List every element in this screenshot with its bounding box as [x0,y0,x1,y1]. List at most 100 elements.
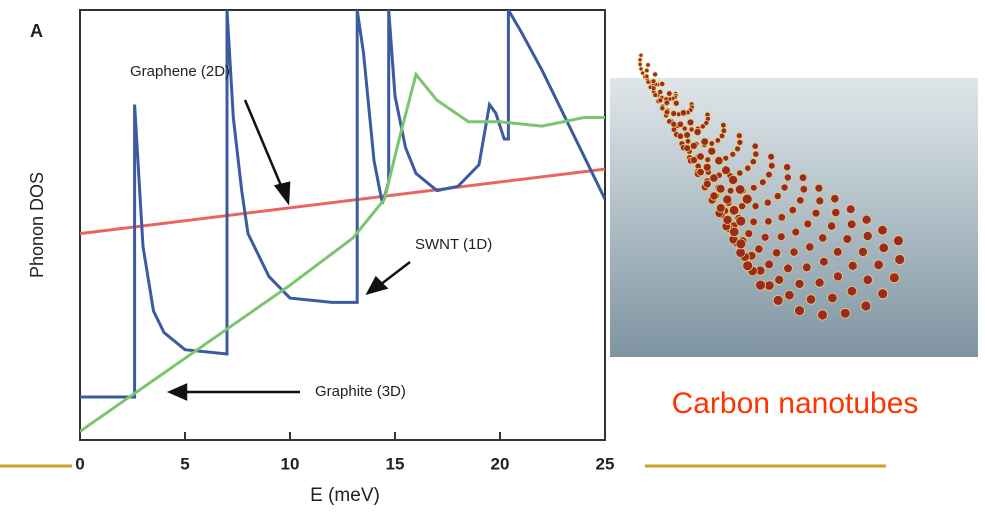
atom [714,156,724,166]
plot-frame [79,9,606,441]
atom [726,186,735,195]
atom [749,158,757,166]
atom [755,279,766,291]
y-axis-label: Phonon DOS [27,172,47,278]
atom [735,238,747,250]
atom [754,244,764,254]
atom [783,173,792,182]
x-tick-label: 5 [180,454,189,473]
atom [728,205,740,216]
series-line [80,71,605,433]
atom [718,132,726,140]
series-annotation: Graphite (3D) [315,383,406,400]
atom [847,260,858,271]
atom [752,150,760,158]
atom [650,85,657,92]
atom [765,170,773,179]
atom [796,196,805,205]
atom [789,247,799,257]
atom [720,127,728,134]
atom [709,173,719,183]
atom [650,78,657,85]
atom [728,174,739,185]
atom [672,99,680,107]
atom [877,224,888,236]
atom [689,156,698,165]
atom [777,213,786,222]
x-axis-label: E (meV) [310,485,380,506]
atom [722,214,733,225]
atom [704,156,712,164]
atom [764,259,774,270]
atom [738,202,747,211]
atom [749,217,758,226]
atom [709,191,719,201]
atom [681,125,688,132]
atom [729,226,740,238]
atom [893,235,904,247]
series-line [80,167,605,236]
atom [839,307,851,319]
atom [814,183,824,193]
atom [773,192,782,201]
atom [720,121,727,129]
atom [657,89,664,96]
atom [637,57,643,63]
atom [707,146,717,156]
atom [722,194,733,205]
atom [799,184,808,194]
series-line [80,10,605,399]
atom [714,137,721,144]
atom [644,73,650,79]
atom [699,123,706,130]
atom [645,79,651,85]
atom [767,162,776,170]
atom [696,152,705,161]
atom [794,305,805,317]
atom [751,142,759,150]
atom [803,219,813,229]
atom [764,217,773,226]
atom [763,198,772,207]
atom [788,205,797,215]
atom [676,132,685,140]
atom [741,193,753,205]
atom [708,140,715,147]
atom [888,272,900,284]
atom [832,247,843,257]
caption: Carbon nanotubes [672,387,919,420]
atom [637,62,643,67]
atom [877,288,889,300]
atom [811,208,821,218]
atom [767,152,775,161]
atom [715,184,726,194]
atom [815,196,825,206]
atom [774,274,785,285]
atom [794,278,805,289]
atom [715,203,726,213]
atom [751,202,760,211]
atom [645,62,651,68]
atom [689,141,698,150]
atom [801,262,812,273]
atom [663,99,671,106]
atom [818,233,828,243]
atom [686,118,695,127]
atom [676,120,685,128]
atom [652,71,658,78]
atom [760,232,770,242]
atom [702,162,712,172]
atom [862,274,873,286]
atom [749,184,758,192]
atom [764,280,775,291]
atom [736,169,744,177]
atom [735,215,747,227]
x-tick-label: 10 [281,454,300,473]
atom [683,131,691,139]
atom [861,214,872,225]
x-tick-label: 20 [491,454,510,473]
atom [776,232,786,242]
atom [846,286,858,297]
series-annotation: SWNT (1D) [415,236,492,253]
